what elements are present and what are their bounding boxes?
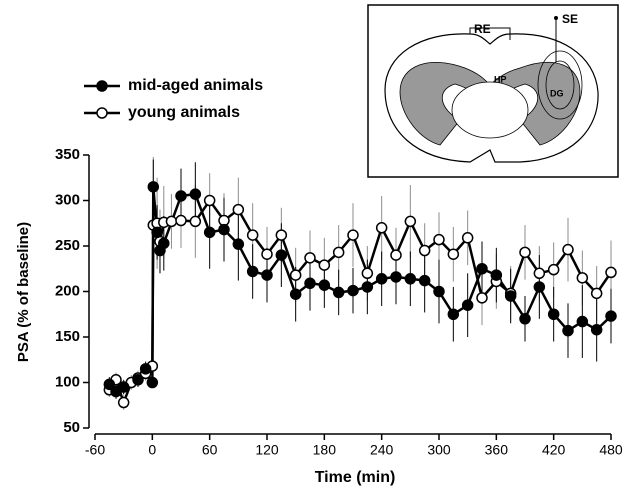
inset-label: RE bbox=[474, 22, 491, 36]
marker bbox=[232, 203, 245, 216]
marker bbox=[562, 324, 574, 337]
marker bbox=[562, 243, 574, 256]
y-tick-label: 50 bbox=[63, 419, 80, 436]
x-tick-label: -60 bbox=[85, 442, 105, 458]
marker bbox=[147, 181, 160, 193]
marker bbox=[347, 229, 359, 241]
marker bbox=[318, 279, 331, 291]
marker bbox=[447, 248, 460, 260]
marker bbox=[361, 281, 374, 293]
marker bbox=[189, 188, 202, 200]
marker bbox=[289, 269, 302, 281]
inset-diagram: RE SE HP DG bbox=[367, 4, 619, 178]
marker bbox=[146, 376, 159, 389]
y-axis-title: PSA (% of baseline) bbox=[15, 222, 32, 362]
x-tick-label: 180 bbox=[313, 442, 337, 458]
series-line bbox=[108, 198, 613, 407]
marker bbox=[175, 214, 187, 227]
marker bbox=[533, 281, 546, 293]
marker bbox=[590, 323, 603, 336]
x-tick-label: 120 bbox=[255, 442, 279, 458]
marker bbox=[117, 381, 130, 393]
marker bbox=[246, 229, 259, 241]
marker bbox=[232, 238, 245, 250]
marker bbox=[151, 226, 163, 239]
marker bbox=[433, 233, 445, 246]
marker bbox=[461, 232, 474, 244]
inset-label: SE bbox=[562, 12, 578, 26]
x-axis-title: Time (min) bbox=[315, 469, 396, 486]
marker bbox=[132, 374, 144, 386]
marker bbox=[576, 272, 589, 284]
marker bbox=[461, 299, 474, 311]
marker bbox=[447, 308, 460, 320]
marker bbox=[347, 284, 359, 297]
x-tick-label: 60 bbox=[202, 442, 218, 458]
marker bbox=[275, 229, 288, 241]
inset-label: HP bbox=[494, 74, 507, 84]
marker bbox=[490, 269, 503, 281]
x-tick-label: 300 bbox=[427, 442, 451, 458]
marker bbox=[605, 266, 617, 279]
legend-label: mid-aged animals bbox=[128, 77, 263, 94]
marker bbox=[175, 190, 187, 202]
marker bbox=[375, 222, 388, 234]
legend-label: young animals bbox=[128, 104, 240, 121]
marker bbox=[261, 248, 273, 260]
marker bbox=[547, 308, 560, 320]
x-tick-label: 240 bbox=[370, 442, 394, 458]
marker bbox=[103, 378, 116, 391]
marker bbox=[519, 313, 531, 325]
marker bbox=[165, 215, 178, 228]
marker bbox=[504, 290, 517, 302]
marker bbox=[547, 263, 560, 276]
marker bbox=[246, 265, 259, 278]
marker bbox=[289, 288, 302, 300]
y-tick-label: 350 bbox=[55, 146, 80, 163]
marker bbox=[418, 274, 431, 287]
legend-marker bbox=[96, 80, 108, 92]
x-tick-label: 420 bbox=[542, 442, 566, 458]
x-tick-label: 0 bbox=[148, 442, 156, 458]
y-tick-label: 150 bbox=[55, 328, 80, 345]
y-tick-label: 100 bbox=[55, 373, 80, 390]
marker bbox=[189, 215, 202, 228]
marker bbox=[533, 267, 546, 280]
marker bbox=[390, 249, 402, 261]
marker bbox=[203, 226, 216, 239]
y-tick-label: 200 bbox=[55, 282, 80, 299]
marker bbox=[332, 246, 345, 259]
marker bbox=[375, 273, 388, 285]
y-tick-label: 250 bbox=[55, 237, 80, 254]
marker bbox=[261, 269, 273, 281]
marker bbox=[404, 215, 417, 228]
marker bbox=[605, 310, 617, 322]
marker bbox=[361, 267, 374, 280]
marker bbox=[519, 246, 531, 259]
marker bbox=[218, 223, 230, 236]
x-tick-label: 360 bbox=[485, 442, 509, 458]
marker bbox=[390, 271, 402, 283]
marker bbox=[418, 244, 431, 257]
marker bbox=[304, 277, 316, 290]
marker bbox=[332, 286, 345, 299]
marker bbox=[203, 194, 216, 207]
marker bbox=[404, 273, 417, 285]
marker bbox=[158, 237, 170, 250]
x-tick-label: 480 bbox=[599, 442, 623, 458]
marker bbox=[117, 396, 130, 409]
legend-marker bbox=[96, 107, 108, 119]
marker bbox=[476, 292, 488, 304]
marker bbox=[275, 249, 288, 261]
marker bbox=[576, 315, 589, 328]
y-tick-label: 300 bbox=[55, 191, 80, 208]
marker bbox=[304, 252, 316, 264]
marker bbox=[476, 263, 488, 275]
marker bbox=[139, 363, 152, 375]
inset-label: DG bbox=[550, 88, 564, 98]
marker bbox=[318, 259, 331, 271]
marker bbox=[433, 285, 445, 298]
marker bbox=[590, 287, 603, 300]
